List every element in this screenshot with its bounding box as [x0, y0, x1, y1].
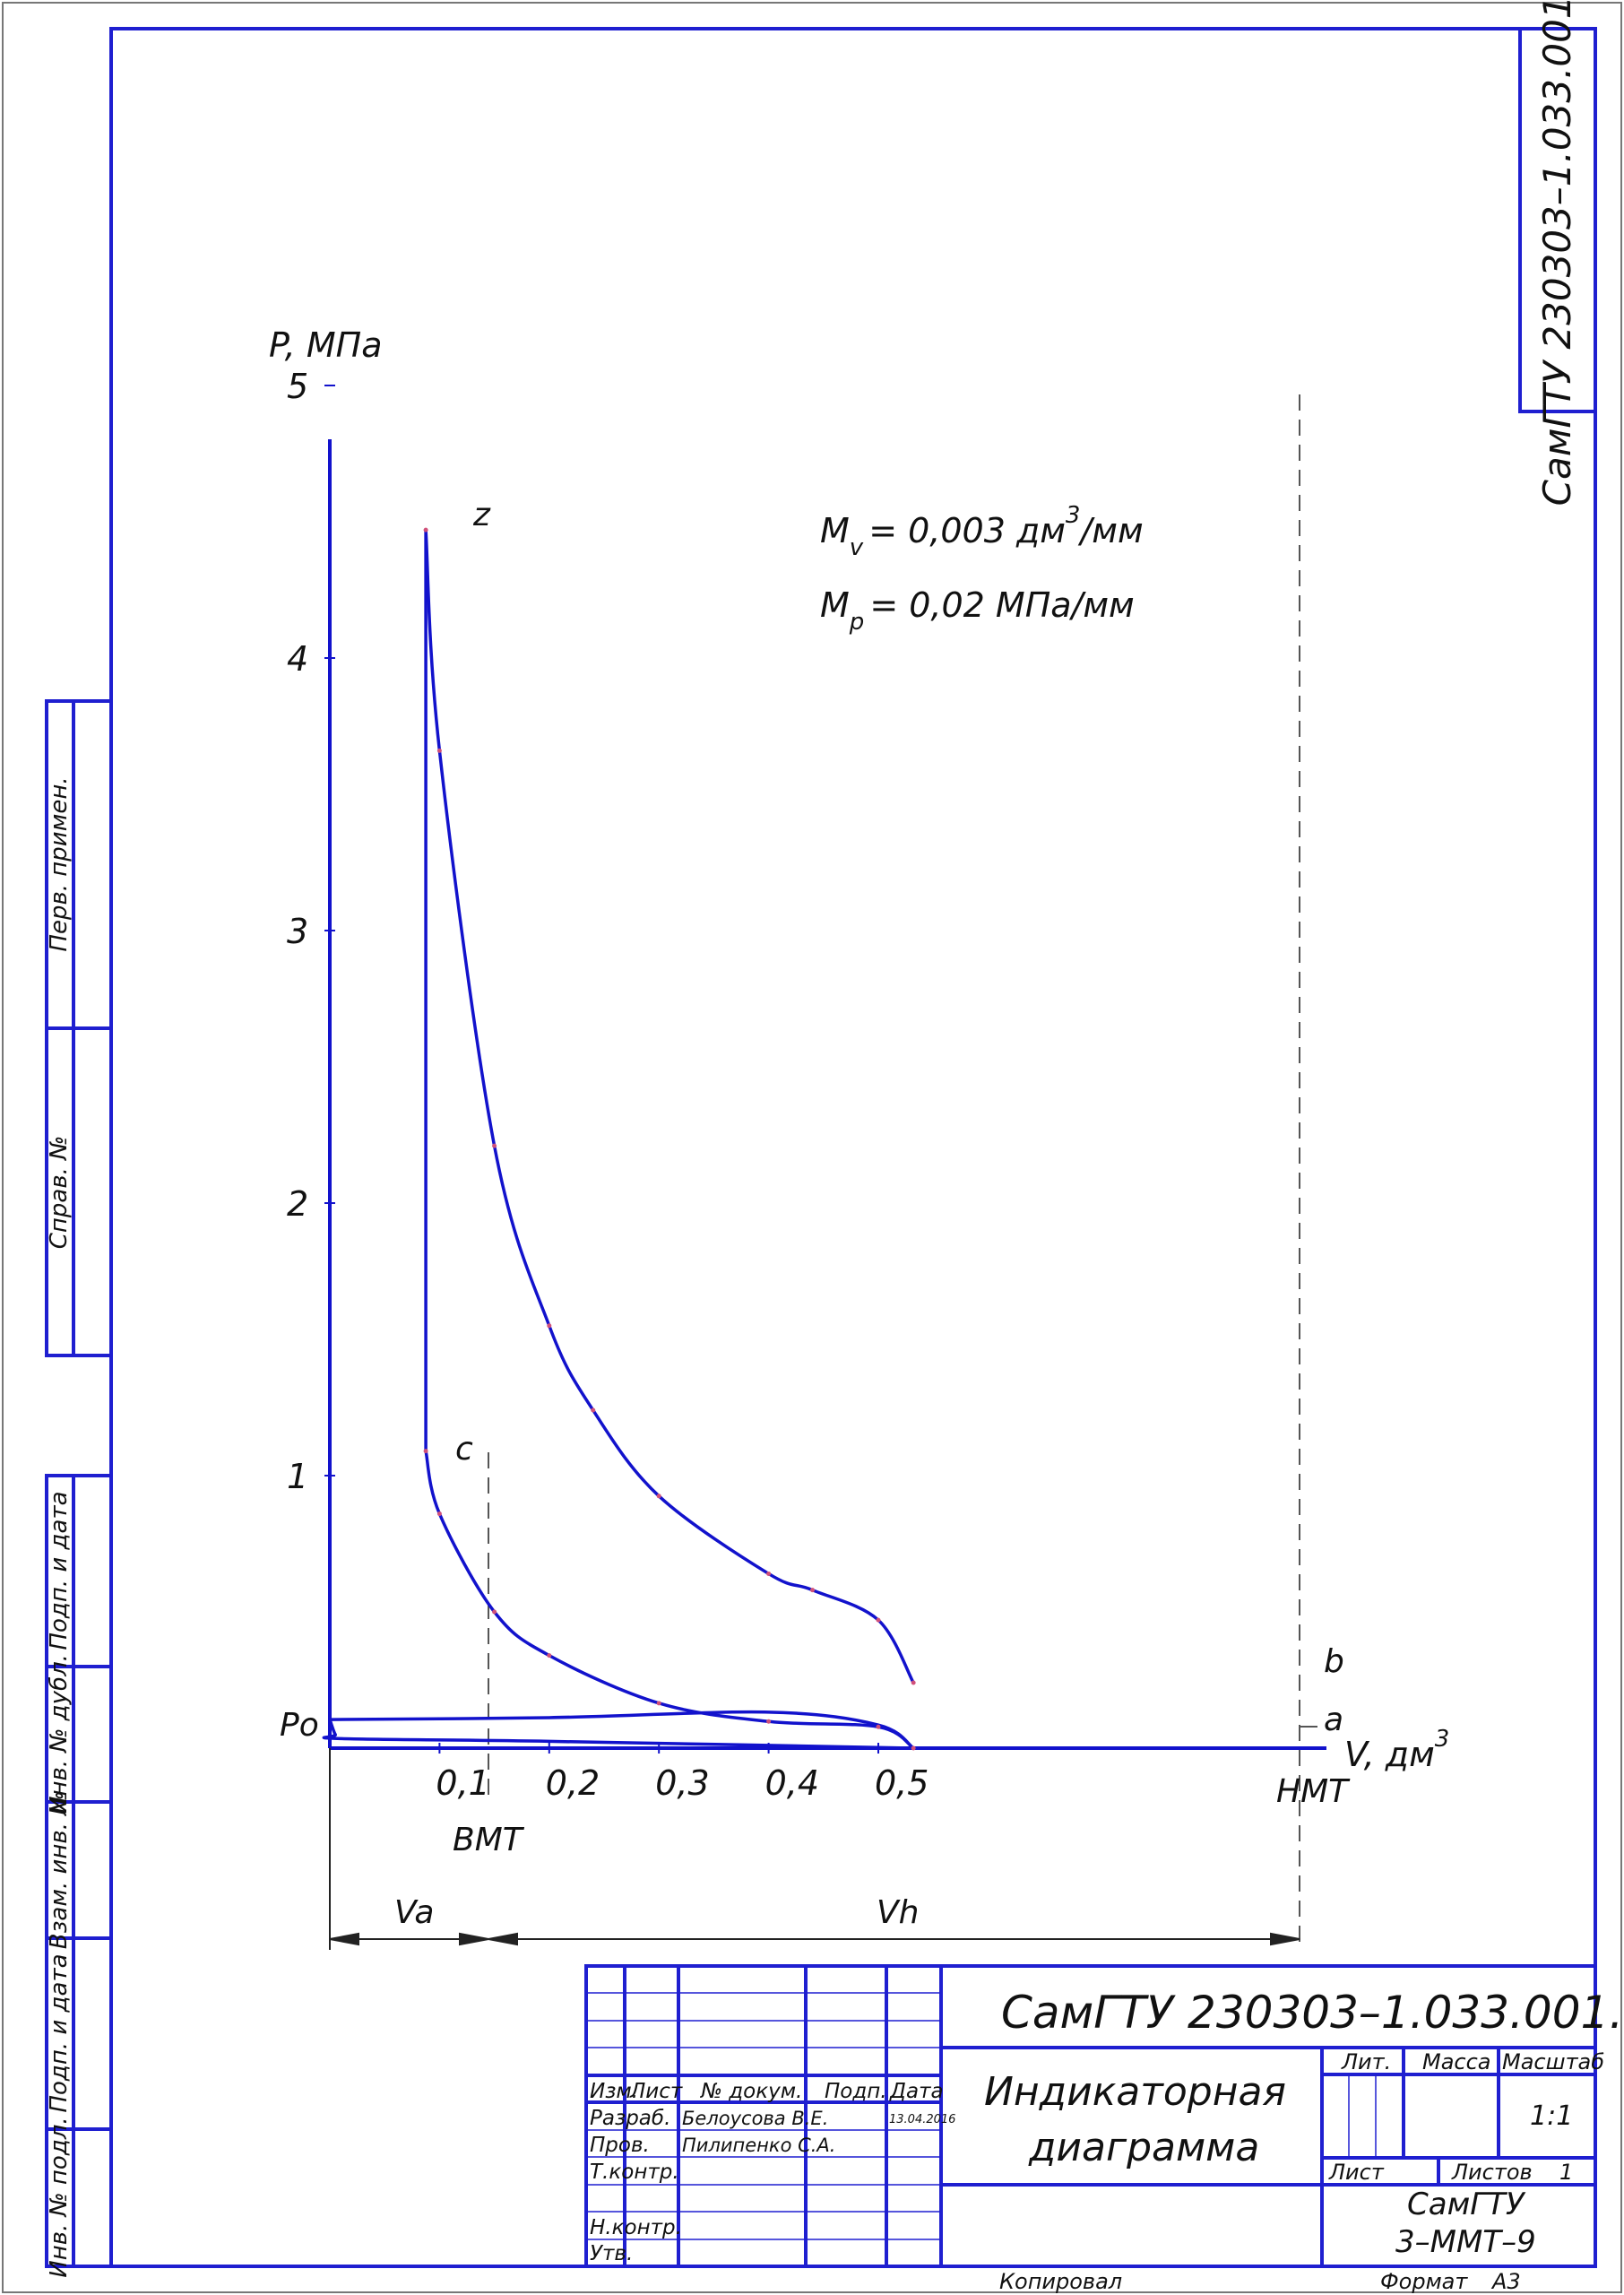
data-point — [876, 1617, 881, 1623]
y-tick-label: 2 — [287, 1184, 308, 1224]
data-point — [492, 1609, 497, 1615]
tb-tkontr: Т.контр. — [590, 2161, 679, 2184]
scale-mv-sup: 3 — [1066, 502, 1081, 529]
side-vzam-inv: Взам. инв. № — [46, 1791, 73, 1950]
intake-line — [322, 1719, 914, 1750]
tb-scale-value: 1:1 — [1530, 2100, 1573, 2132]
data-point — [436, 748, 442, 753]
x-tick-label: 0,4 — [765, 1763, 819, 1803]
data-point — [656, 1701, 661, 1706]
data-point — [492, 1143, 497, 1148]
expansion-curve — [424, 530, 915, 1684]
scale-mp-m: M — [820, 585, 850, 625]
y-tick-label: 5 — [287, 367, 308, 406]
compression-curve — [424, 1451, 915, 1750]
tb-org-1: СамГТУ — [1407, 2187, 1526, 2222]
x-tick-label: 0,5 — [875, 1763, 929, 1803]
tb-list: Лист — [1328, 2160, 1385, 2185]
scale-mv-m: M — [820, 511, 850, 550]
data-point — [911, 1745, 916, 1751]
tb-razrab: Разраб. — [590, 2107, 670, 2130]
tb-lit: Лит. — [1341, 2049, 1391, 2074]
title-block-thick-rows — [586, 2074, 941, 2104]
tb-doc-name-2: диаграмма — [1028, 2125, 1259, 2170]
x-tick-label: 0,3 — [655, 1763, 709, 1803]
x-tick-label: 0,2 — [546, 1763, 600, 1803]
scale-mp: Mp = 0,02 МПа/мм — [820, 585, 1135, 636]
volume-dimensions — [329, 1748, 1300, 1950]
tb-masshtab: Масштаб — [1502, 2049, 1604, 2074]
tb-nkontr: Н.контр. — [590, 2216, 682, 2239]
scale-mv-text: = 0,003 дм — [868, 511, 1066, 550]
footer-kopiroval: Копировал — [999, 2269, 1122, 2294]
footer-format: Формат — [1380, 2269, 1468, 2294]
data-point — [876, 1724, 881, 1729]
tb-col-data: Дата — [889, 2080, 944, 2103]
x-axis-label: V, дм3 — [1344, 1726, 1449, 1774]
data-point — [591, 1407, 596, 1413]
footer-format-value: А3 — [1490, 2269, 1521, 2294]
tb-razrab-name: Белоусова В.Е. — [682, 2108, 828, 2129]
scale-mv-unit: /мм — [1077, 511, 1143, 550]
x-axis-label-sup: 3 — [1435, 1726, 1450, 1753]
side-podp-data-2: Подп. и дата — [46, 1953, 73, 2112]
tb-prov-name: Пилипенко С.А. — [682, 2135, 835, 2156]
top-code-text: СамГТУ 230303–1.033.001.03 — [1535, 0, 1579, 506]
y-tick-label: 3 — [287, 912, 308, 951]
tb-massa: Масса — [1422, 2049, 1491, 2074]
label-a: a — [1324, 1702, 1343, 1738]
scale-mp-sub: p — [849, 609, 865, 636]
side-podp-data-1: Подп. и дата — [46, 1491, 73, 1650]
y-tick-label: 4 — [287, 639, 308, 679]
title-block — [584, 1964, 1597, 2268]
side-inv-podl: Инв. № подл. — [46, 2117, 73, 2277]
label-po: Po — [280, 1707, 319, 1744]
tb-doc-code: СамГТУ 230303–1.033.001.03 — [1001, 1987, 1624, 2039]
label-c: c — [455, 1431, 473, 1468]
label-vh: Vh — [877, 1894, 919, 1931]
data-point — [911, 1680, 916, 1685]
y-tick-label: 1 — [287, 1457, 308, 1496]
tb-col-list: Лист — [629, 2080, 683, 2103]
label-va: Va — [394, 1894, 434, 1931]
y-axis-label: P, МПа — [269, 325, 383, 365]
label-z: z — [472, 497, 491, 533]
x-axis-label-text: V, дм — [1344, 1735, 1435, 1774]
tb-utv: Утв. — [590, 2242, 633, 2265]
side-inv-dubl: Инв. № дубл. — [46, 1654, 73, 1814]
top-code-stamp: СамГТУ 230303–1.033.001.03 — [1518, 0, 1597, 506]
tb-razrab-date: 13.04.2016 — [889, 2113, 955, 2126]
label-b: b — [1324, 1643, 1344, 1680]
scale-mv-sub: v — [850, 534, 864, 561]
data-point — [810, 1588, 816, 1593]
data-point — [547, 1653, 552, 1658]
data-point — [436, 1511, 442, 1517]
tb-prov: Пров. — [590, 2134, 650, 2157]
data-point — [423, 1449, 428, 1454]
data-point — [656, 1494, 661, 1499]
tb-listov: Листов — [1451, 2160, 1533, 2185]
data-point — [766, 1719, 772, 1724]
tb-col-doc: № докум. — [699, 2080, 802, 2103]
label-nmt: НМТ — [1276, 1773, 1351, 1810]
data-point — [547, 1323, 552, 1329]
data-point — [423, 527, 428, 533]
side-sprav: Справ. № — [46, 1136, 73, 1249]
data-point — [766, 1571, 772, 1576]
tb-col-izm: Изм. — [590, 2080, 638, 2103]
tb-col-podp: Подп. — [825, 2080, 887, 2103]
label-vmt: ВМТ — [453, 1822, 525, 1858]
tb-doc-name-1: Индикаторная — [984, 2069, 1286, 2115]
side-perv-primen: Перв. примен. — [46, 776, 73, 951]
scale-mp-text: = 0,02 МПа/мм — [869, 585, 1134, 625]
tb-listov-value: 1 — [1559, 2160, 1573, 2185]
x-tick-label: 0,1 — [436, 1763, 489, 1803]
scale-mv: Mv = 0,003 дм3/мм — [820, 502, 1144, 561]
tb-org-2: 3–ММТ–9 — [1395, 2224, 1536, 2260]
side-stamp — [45, 699, 113, 2268]
